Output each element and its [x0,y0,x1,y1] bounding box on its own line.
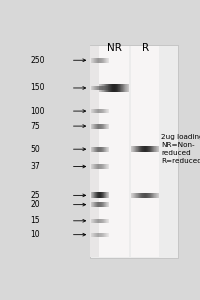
Text: 75: 75 [30,122,40,130]
Bar [90,46,109,256]
Text: 2ug loading
NR=Non-
reduced
R=reduced: 2ug loading NR=Non- reduced R=reduced [161,134,200,164]
Text: 10: 10 [30,230,40,239]
Text: R: R [142,43,149,53]
Text: 37: 37 [30,162,40,171]
Text: 100: 100 [30,106,45,116]
Text: 150: 150 [30,83,45,92]
Text: 15: 15 [30,216,40,225]
Text: 20: 20 [30,200,40,209]
Bar [131,46,159,256]
Text: NR: NR [107,43,122,53]
Text: 250: 250 [30,56,45,65]
Text: 25: 25 [30,191,40,200]
Bar [99,46,129,256]
Bar [90,45,178,258]
Text: 50: 50 [30,145,40,154]
